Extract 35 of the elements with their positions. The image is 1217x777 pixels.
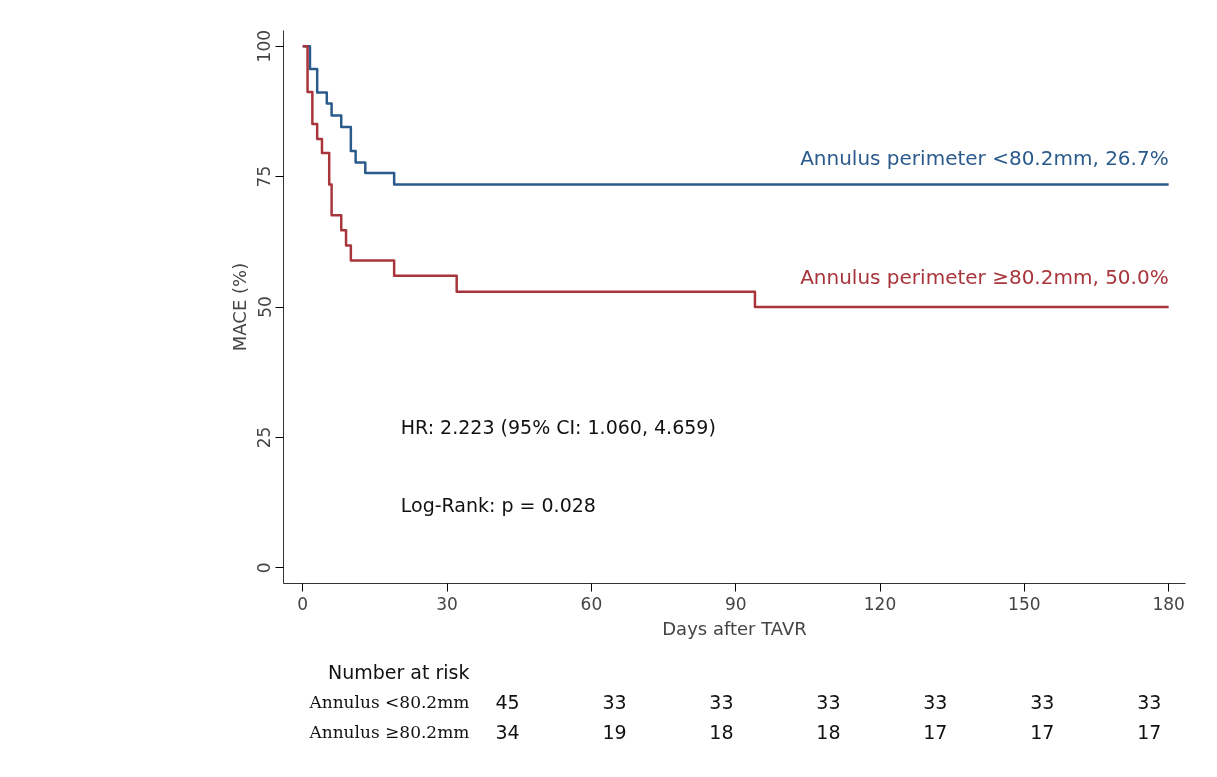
x-tick-label: 90 — [724, 593, 747, 614]
y-tick-label: 100 — [254, 29, 275, 63]
text: 34 — [495, 720, 520, 743]
text: 18 — [709, 720, 734, 743]
text: 33 — [816, 690, 841, 713]
text: Number at risk — [327, 660, 470, 683]
y-tick-label: 50 — [254, 296, 275, 318]
text: 33 — [602, 690, 627, 713]
annotation: Log-Rank: p = 0.028 — [400, 494, 596, 517]
text: 45 — [495, 690, 520, 713]
text: Annulus <80.2mm — [308, 691, 470, 712]
x-tick-label: 30 — [436, 593, 458, 614]
y-tick-label: 25 — [254, 426, 275, 449]
text: 33 — [709, 690, 734, 713]
text: 17 — [1137, 720, 1162, 743]
text: 17 — [1030, 720, 1055, 743]
x-tick-label: 180 — [1152, 593, 1185, 614]
text: 19 — [602, 720, 627, 743]
y-axis-title: MACE (%) — [228, 262, 250, 352]
text: 33 — [923, 690, 948, 713]
annotation: HR: 2.223 (95% CI: 1.060, 4.659) — [400, 415, 716, 438]
x-axis-title: Days after TAVR — [662, 617, 807, 639]
x-tick-label: 0 — [297, 593, 309, 614]
x-tick-label: 150 — [1008, 593, 1041, 614]
y-tick-label: 75 — [254, 165, 275, 188]
series-label: Annulus perimeter <80.2mm, 26.7% — [800, 146, 1169, 171]
series-label: Annulus perimeter ≥80.2mm, 50.0% — [800, 265, 1169, 289]
x-tick-label: 60 — [580, 593, 603, 614]
x-tick-label: 120 — [863, 593, 897, 614]
text: 33 — [1030, 690, 1055, 713]
y-tick-label: 0 — [254, 562, 275, 574]
text: 33 — [1137, 690, 1162, 713]
text: 18 — [816, 720, 841, 743]
text: 17 — [923, 720, 948, 743]
text: Annulus ≥80.2mm — [308, 721, 470, 742]
